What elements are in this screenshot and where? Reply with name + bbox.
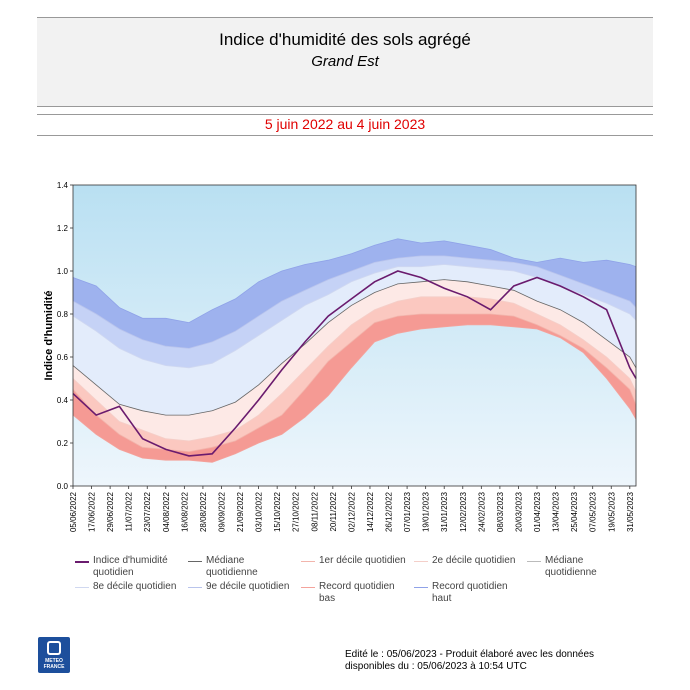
logo-text: METEO FRANCE [38, 658, 70, 670]
series-line-7 [72, 270, 637, 457]
x-tick-label: 08/11/2022 [310, 491, 319, 531]
y-tick-label: 0.4 [57, 396, 69, 405]
x-tick-label: 20/11/2022 [329, 491, 338, 531]
legend-label: Indice d'humidité quotidien [93, 555, 168, 578]
legend-item: Record quotidien haut [414, 581, 522, 605]
series-line-5 [72, 255, 637, 349]
legend-label: Record quotidien bas [319, 581, 395, 604]
period-box: 5 juin 2022 au 4 juin 2023 [37, 114, 653, 136]
legend-swatch [188, 587, 202, 588]
legend-label: Médiane quotidienne [206, 555, 258, 578]
legend-item: 9e décile quotidien [188, 581, 296, 593]
humidity-chart: 0.0 0.2 0.4 0.6 0.8 1.0 1.2 1.4 Indice d'humidit… [43, 181, 637, 532]
x-tick-label: 28/08/2022 [199, 491, 208, 532]
x-tick-label: 12/02/2023 [459, 491, 468, 532]
series-line-6 [72, 238, 637, 324]
y-tick-label: 0.8 [57, 310, 69, 319]
x-tick-label: 07/01/2023 [403, 491, 412, 532]
meteo-france-logo: METEO FRANCE [38, 637, 70, 673]
x-tick-label: 05/06/2022 [69, 491, 78, 532]
plot-frame [72, 184, 637, 487]
series-line-0 [72, 324, 637, 463]
legend-swatch [188, 561, 202, 562]
legend-label: 8e décile quotidien [93, 581, 177, 592]
legend-item: 2e décile quotidien [414, 555, 522, 567]
footer-note: Edité le : 05/06/2023 - Produit élaboré … [345, 649, 594, 673]
x-tick-label: 09/09/2022 [217, 491, 226, 532]
legend-item: Médiane quotidienne [188, 555, 296, 579]
x-tick-label: 13/04/2023 [552, 491, 561, 532]
legend-label: 9e décile quotidien [206, 581, 290, 592]
x-tick-label: 01/04/2023 [533, 491, 542, 532]
legend-swatch [414, 561, 428, 562]
legend-swatch [527, 561, 541, 562]
x-tick-label: 21/09/2022 [236, 491, 245, 532]
y-tick-label: 1.0 [57, 267, 69, 276]
legend-swatch [301, 561, 315, 562]
x-tick-label: 19/05/2023 [607, 491, 616, 532]
legend-swatch [75, 587, 89, 588]
x-tick-label: 31/01/2023 [440, 491, 449, 532]
band-record-low-d1 [73, 314, 636, 463]
y-tick-label: 0.6 [57, 353, 69, 362]
logo-mark-icon [47, 641, 61, 655]
legend-item: Indice d'humidité quotidien [75, 555, 183, 579]
x-tick-label: 29/06/2022 [106, 491, 115, 532]
legend-label: Record quotidien haut [432, 581, 508, 604]
y-tick-label: 0.2 [57, 439, 69, 448]
y-tick-label: 1.4 [57, 181, 69, 190]
x-tick-label: 26/12/2022 [385, 491, 394, 532]
x-tick-label: 19/01/2023 [422, 491, 431, 532]
x-tick-label: 27/10/2022 [292, 491, 301, 532]
y-tick-label: 0.0 [57, 482, 69, 491]
legend-swatch [301, 587, 315, 588]
band-d1-d2 [73, 296, 636, 452]
logo-line1: METEO [45, 658, 63, 664]
x-tick-label: 31/05/2023 [626, 491, 635, 532]
page-title: Indice d'humidité des sols agrégé [219, 30, 471, 49]
x-tick-label: 03/10/2022 [255, 491, 264, 532]
legend-label: Médiane quotidienne [545, 555, 597, 578]
legend-swatch [75, 561, 89, 563]
band-median-d8 [73, 264, 636, 416]
legend-item: Médiane quotidienne [527, 555, 635, 579]
band-d8-d9 [73, 255, 636, 368]
y-axis-label: Indice d'humidité [43, 290, 55, 380]
footer-line2: disponibles du : 05/06/2023 à 10:54 UTC [345, 661, 527, 672]
footer-line1: Edité le : 05/06/2023 - Produit élaboré … [345, 649, 595, 660]
x-tick-label: 17/06/2022 [88, 491, 97, 532]
page-subtitle: Grand Est [311, 53, 379, 70]
series-line-2 [72, 296, 637, 442]
legend-item: 8e décile quotidien [75, 581, 183, 593]
legend-label: 1er décile quotidien [319, 555, 406, 566]
x-tick-label: 23/07/2022 [143, 491, 152, 532]
series-line-3 [72, 279, 637, 416]
legend-swatch [414, 587, 428, 588]
x-tick-label: 25/04/2023 [570, 491, 579, 532]
y-tick-label: 1.2 [57, 224, 69, 233]
x-tick-label: 04/08/2022 [162, 491, 171, 532]
x-tick-label: 08/03/2023 [496, 491, 505, 532]
x-tick-label: 16/08/2022 [180, 491, 189, 532]
x-tick-label: 20/03/2023 [514, 491, 523, 532]
legend-label: 2e décile quotidien [432, 555, 516, 566]
x-tick-label: 14/12/2022 [366, 491, 375, 532]
x-tick-label: 11/07/2022 [125, 491, 134, 531]
x-tick-label: 15/10/2022 [273, 491, 282, 532]
logo-line2: FRANCE [43, 664, 65, 670]
x-tick-label: 02/12/2022 [347, 491, 356, 532]
x-tick-label: 24/02/2023 [477, 491, 486, 532]
legend-item: 1er décile quotidien [301, 555, 409, 567]
period-label: 5 juin 2022 au 4 juin 2023 [264, 116, 426, 132]
band-d9-record-high [73, 238, 636, 349]
header-box: Indice d'humidité des sols agrégé Grand … [37, 17, 653, 107]
x-tick-label: 07/05/2023 [589, 491, 598, 532]
legend-item: Record quotidien bas [301, 581, 409, 605]
